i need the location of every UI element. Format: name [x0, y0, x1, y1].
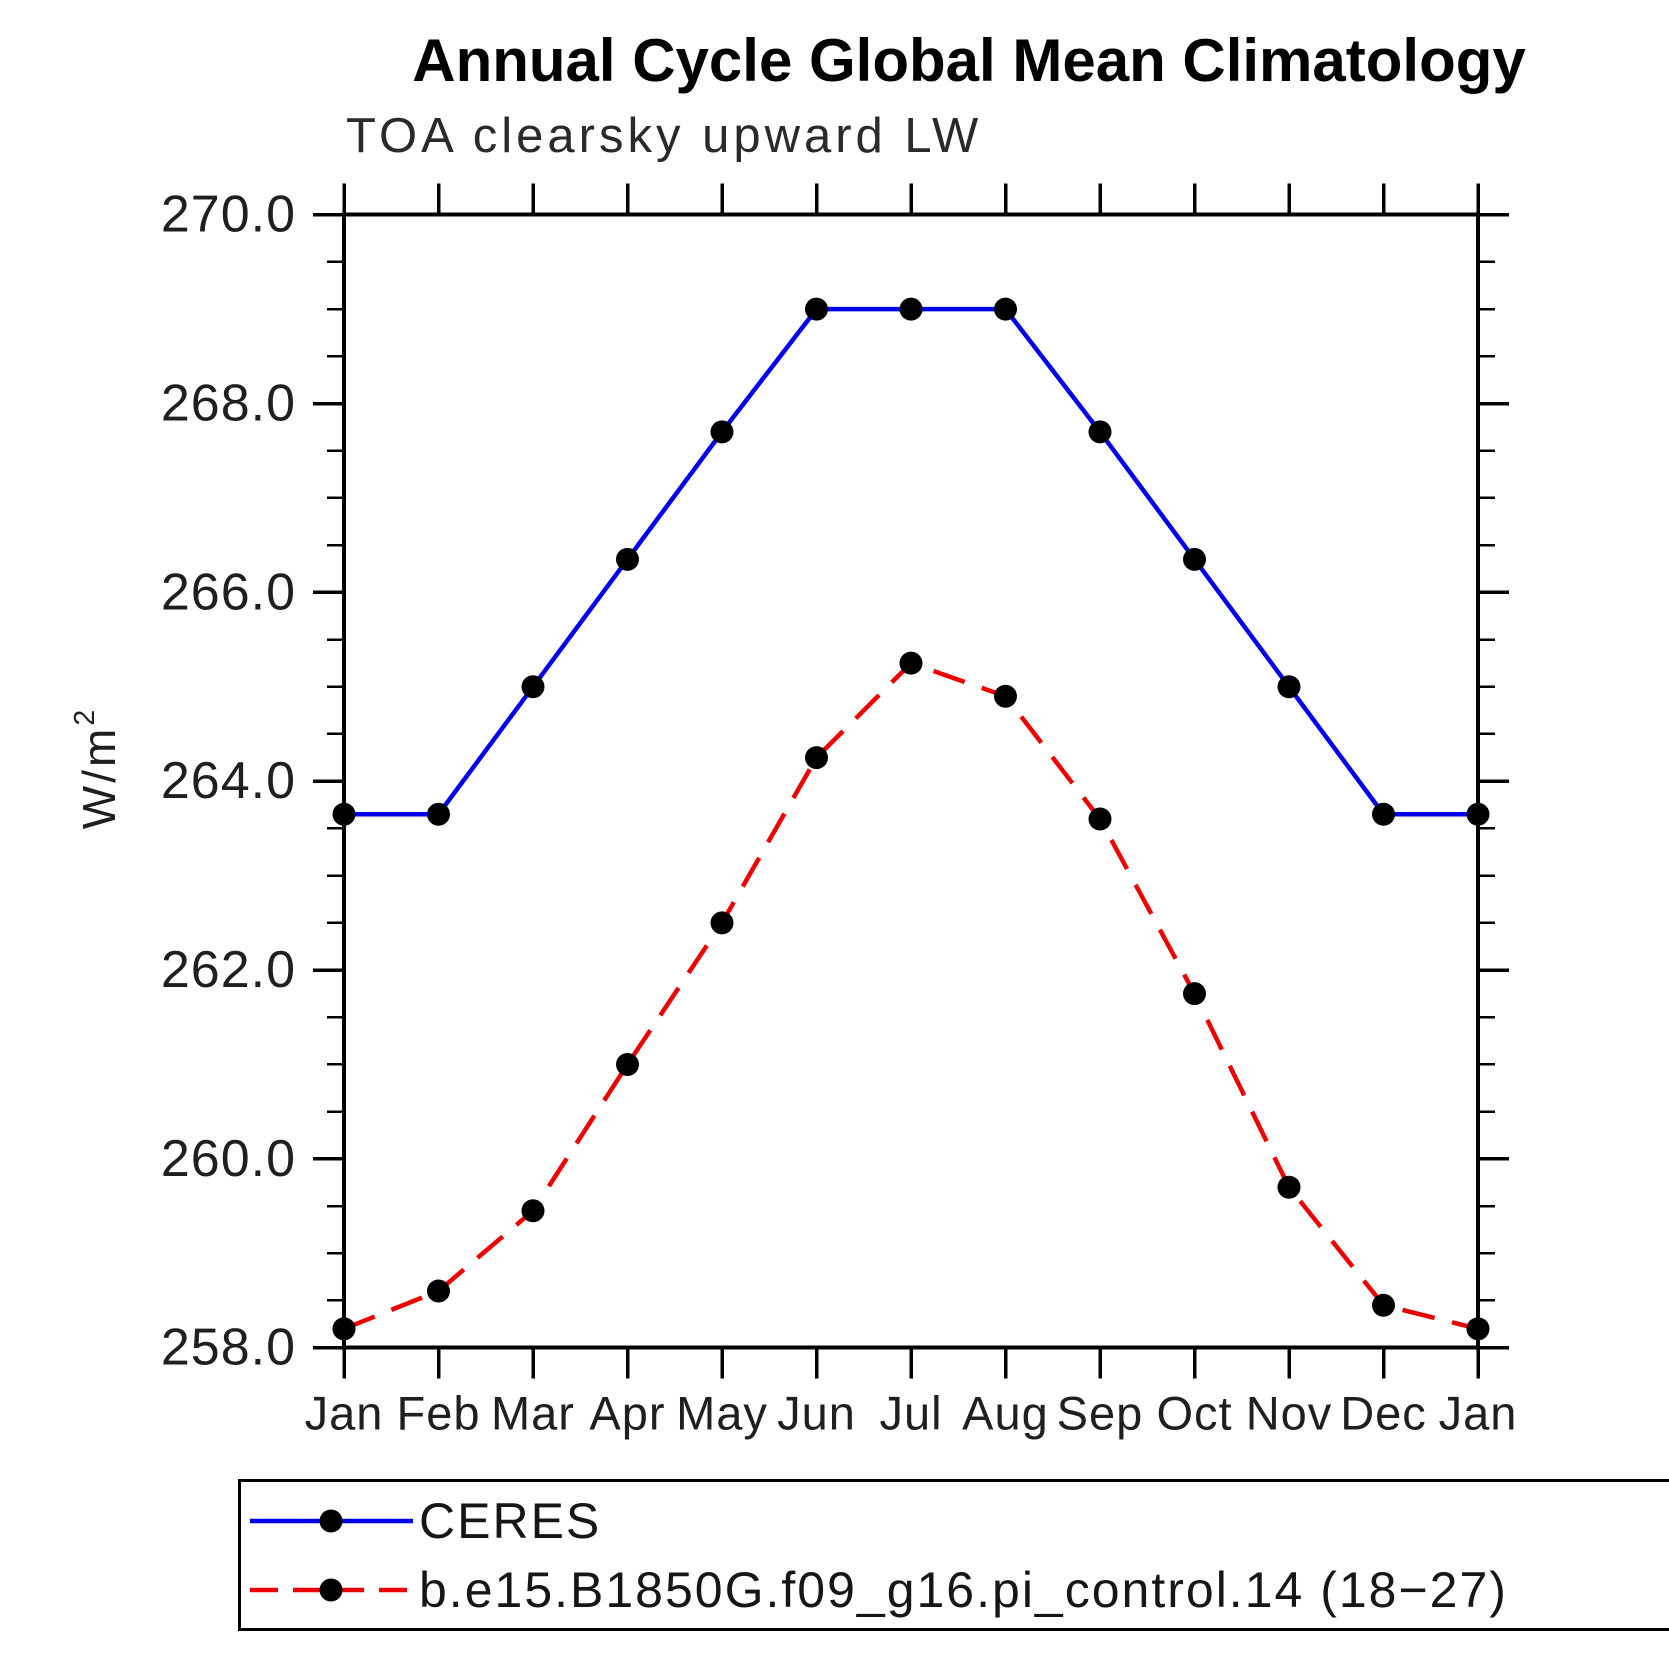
x-axis-tick-label: Mar [491, 1387, 575, 1440]
chart-title: Annual Cycle Global Mean Climatology [412, 27, 1526, 94]
series-1-marker [1466, 1317, 1490, 1341]
legend-box: CERES b.e15.B1850G.f09_g16.pi_control.14 … [238, 1479, 1669, 1631]
x-axis-tick-label: Jan [1439, 1387, 1518, 1440]
y-axis-tick-label: 266.0 [161, 563, 296, 621]
series-0-marker [427, 802, 450, 826]
x-axis-tick-label: Dec [1340, 1387, 1427, 1440]
series-0-marker [521, 675, 545, 699]
x-axis-tick-label: Apr [589, 1387, 665, 1440]
series-0-marker [332, 802, 356, 826]
x-axis-tick-label: May [676, 1387, 768, 1440]
series-0-marker [616, 547, 639, 571]
series-0-marker [899, 297, 923, 321]
series-0-line [344, 306, 1478, 817]
y-axis-tick-label: 258.0 [161, 1319, 296, 1377]
chart-subtitle: TOA clearsky upward LW [346, 109, 983, 163]
legend-row: CERES [241, 1486, 1669, 1555]
y-axis-tick-label: 264.0 [161, 752, 296, 810]
series-1-marker [427, 1279, 450, 1303]
series-1-marker [994, 684, 1017, 708]
legend-marker-dot [319, 1509, 343, 1532]
plot-frame [342, 212, 1480, 1350]
series-0-marker [1183, 547, 1206, 571]
x-axis-tick-label: Feb [397, 1387, 481, 1440]
x-axis-tick-label: Jan [305, 1387, 384, 1440]
series-1-marker [332, 1317, 356, 1341]
legend-line-sample [250, 1578, 413, 1601]
series-0-marker [805, 297, 828, 321]
x-axis-tick-label: Sep [1057, 1387, 1144, 1440]
series-1-marker [899, 651, 923, 675]
legend-label: CERES [419, 1492, 602, 1549]
x-axis-tick-label: Aug [962, 1387, 1049, 1440]
series-1-marker [710, 911, 734, 935]
series-0-marker [1466, 802, 1490, 826]
series-0-marker [1088, 420, 1112, 444]
series-0-marker [710, 420, 734, 444]
series-0-marker [994, 297, 1017, 321]
legend-line-sample [250, 1509, 413, 1532]
x-axis-tick-label: Jul [879, 1387, 942, 1440]
legend-marker-dot [319, 1578, 343, 1601]
y-axis-tick-label: 260.0 [161, 1130, 296, 1188]
y-axis-tick-label: 262.0 [161, 941, 296, 999]
legend-label: b.e15.B1850G.f09_g16.pi_control.14 (18−2… [419, 1561, 1508, 1618]
series-1-marker [1372, 1293, 1395, 1317]
y-axis-tick-label: 268.0 [161, 375, 296, 433]
series-0-marker [1277, 675, 1301, 699]
series-1-marker [1277, 1175, 1301, 1199]
series-1-marker [805, 746, 828, 770]
x-axis-tick-label: Oct [1156, 1387, 1232, 1440]
series-0-marker [1372, 802, 1395, 826]
series-1-marker [616, 1052, 639, 1076]
series-1-line [343, 660, 1479, 1331]
legend-row: b.e15.B1850G.f09_g16.pi_control.14 (18−2… [241, 1555, 1669, 1624]
y-axis-tick-label: 270.0 [161, 186, 296, 244]
series-1-marker [521, 1199, 545, 1223]
x-axis-tick-label: Jun [777, 1387, 856, 1440]
x-axis-tick-label: Nov [1246, 1387, 1333, 1440]
series-1-marker [1183, 982, 1206, 1006]
series-1-marker [1088, 807, 1112, 831]
